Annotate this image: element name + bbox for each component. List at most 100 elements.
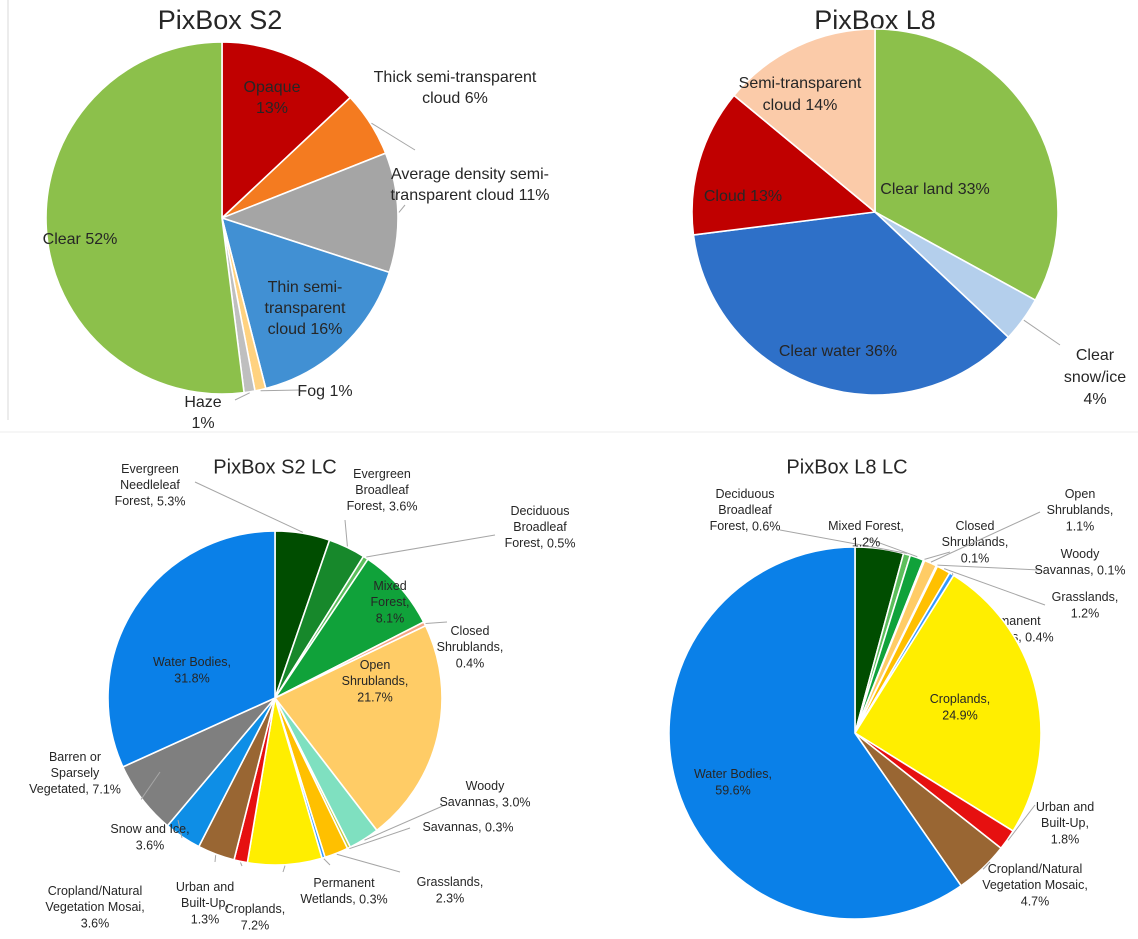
slice-label: Fog	[297, 383, 325, 400]
label-line: Sparsely	[51, 766, 103, 780]
pie-slice	[221, 41, 352, 220]
slice-label: Clear snow/ice	[1064, 347, 1126, 386]
slice-label: Cropland/Natural Vegetation Mosai,	[45, 884, 145, 914]
slice-label: Open Shrublands,	[342, 658, 409, 688]
pie-slice	[874, 28, 1059, 302]
label-line: Thick semi-transparent	[374, 69, 541, 86]
slice-label: Cropland/Natural Vegetation Mosaic,	[982, 862, 1088, 892]
leader-line	[930, 511, 1041, 563]
slice-label: Water Bodies,	[694, 767, 772, 781]
pie-slice	[668, 546, 963, 920]
value-label: 16%	[310, 321, 342, 338]
label-line: Broadleaf	[355, 483, 412, 497]
value-label: 0.1%	[961, 551, 990, 565]
label-line: Savannas,	[422, 820, 481, 834]
slice-label: Deciduous Broadleaf Forest,	[710, 487, 778, 533]
label-line: Forest,	[505, 536, 544, 550]
value-label: 13%	[256, 100, 288, 117]
label-line: Clear water	[779, 343, 861, 360]
chart-title: PixBox L8 LC	[786, 456, 907, 478]
value-label: 6%	[465, 90, 488, 107]
label-line: Fog	[297, 383, 325, 400]
slice-label: Deciduous Broadleaf Forest,	[505, 504, 573, 550]
pie-slice	[692, 211, 1010, 396]
slice-label: Closed Shrublands,	[942, 519, 1009, 549]
value-label: 13%	[750, 188, 782, 205]
value-label: 14%	[805, 97, 837, 114]
value-label: 3.6%	[389, 499, 418, 513]
value-label: 4.7%	[1021, 894, 1050, 908]
label-line: Wetlands,	[300, 892, 355, 906]
label-line: Haze	[184, 394, 221, 411]
slice-label: Mixed Forest,	[371, 579, 411, 609]
label-line: Vegetated,	[29, 782, 89, 796]
value-label: 3.6%	[136, 838, 165, 852]
label-line: cloud	[763, 97, 801, 114]
pie-slice	[45, 41, 245, 395]
leader-line	[937, 564, 1041, 571]
label-line: Savannas,	[439, 795, 498, 809]
leader-line	[924, 551, 951, 560]
slice-label: Snow and Ice,	[110, 822, 189, 836]
label-line: Shrublands,	[437, 640, 504, 654]
label-line: Closed	[956, 519, 998, 533]
leader-line	[779, 529, 908, 554]
label-line: transparent cloud	[391, 187, 515, 204]
label-line: Cropland/Natural	[48, 884, 146, 898]
value-label: 21.7%	[357, 690, 392, 704]
leader-line	[344, 519, 348, 547]
chart-title: PixBox S2 LC	[213, 456, 336, 478]
slice-label: Clear	[43, 231, 82, 248]
label-line: Shrublands,	[1047, 503, 1114, 517]
label-line: Water Bodies,	[153, 655, 231, 669]
value-label: 4%	[1083, 391, 1106, 408]
label-line: Woody	[466, 779, 508, 793]
leader-line	[982, 861, 991, 870]
label-line: Croplands,	[930, 692, 990, 706]
slice-label: Opaque	[244, 79, 301, 96]
value-label: 1.2%	[1071, 606, 1100, 620]
slice-label: Closed Shrublands,	[437, 624, 504, 654]
leader-line	[1023, 319, 1061, 346]
label-line: Deciduous	[715, 487, 778, 501]
label-line: Woody	[1061, 547, 1103, 561]
value-label: 3.0%	[502, 795, 531, 809]
leader-line	[425, 621, 448, 624]
label-line: Semi-transparent	[739, 75, 866, 92]
label-line: Vegetation Mosai,	[45, 900, 144, 914]
value-label: 0.6%	[752, 519, 781, 533]
label-line: Forest,	[371, 595, 410, 609]
label-line: Clear	[43, 231, 82, 248]
leader-line	[943, 568, 1046, 606]
label-line: Forest,	[347, 499, 386, 513]
label-line: cloud	[268, 321, 306, 338]
label-line: Mixed Forest,	[828, 519, 904, 533]
leader-line	[234, 392, 250, 401]
leader-line	[282, 865, 286, 873]
label-line: Permanent	[313, 876, 378, 890]
label-line: Open	[1065, 487, 1099, 501]
value-label: 1.8%	[1051, 832, 1080, 846]
value-label: 1%	[329, 383, 352, 400]
label-line: Snow and Ice,	[110, 822, 189, 836]
slice-label: Woody Savannas,	[1034, 547, 1102, 577]
pie-slice	[219, 152, 399, 274]
label-line: Broadleaf	[718, 503, 775, 517]
label-line: Open	[360, 658, 394, 672]
label-line: Savannas,	[1034, 563, 1093, 577]
value-label: 31.8%	[174, 671, 209, 685]
value-label: 5.3%	[157, 494, 186, 508]
value-label: 11%	[519, 187, 550, 204]
label-line: Built-Up,	[1041, 816, 1089, 830]
value-label: 0.5%	[547, 536, 576, 550]
leader-line	[323, 858, 331, 866]
slice-label: Haze	[184, 394, 221, 411]
pie-slice	[853, 574, 1042, 833]
label-line: snow/ice	[1064, 369, 1126, 386]
leader-line	[214, 855, 217, 863]
slice-label: Water Bodies,	[153, 655, 231, 669]
value-label: 7.1%	[92, 782, 121, 796]
slice-label: Semi-transparent cloud	[739, 75, 866, 114]
pie-slice	[107, 530, 276, 768]
slice-label: Urban and Built-Up,	[1036, 800, 1098, 830]
